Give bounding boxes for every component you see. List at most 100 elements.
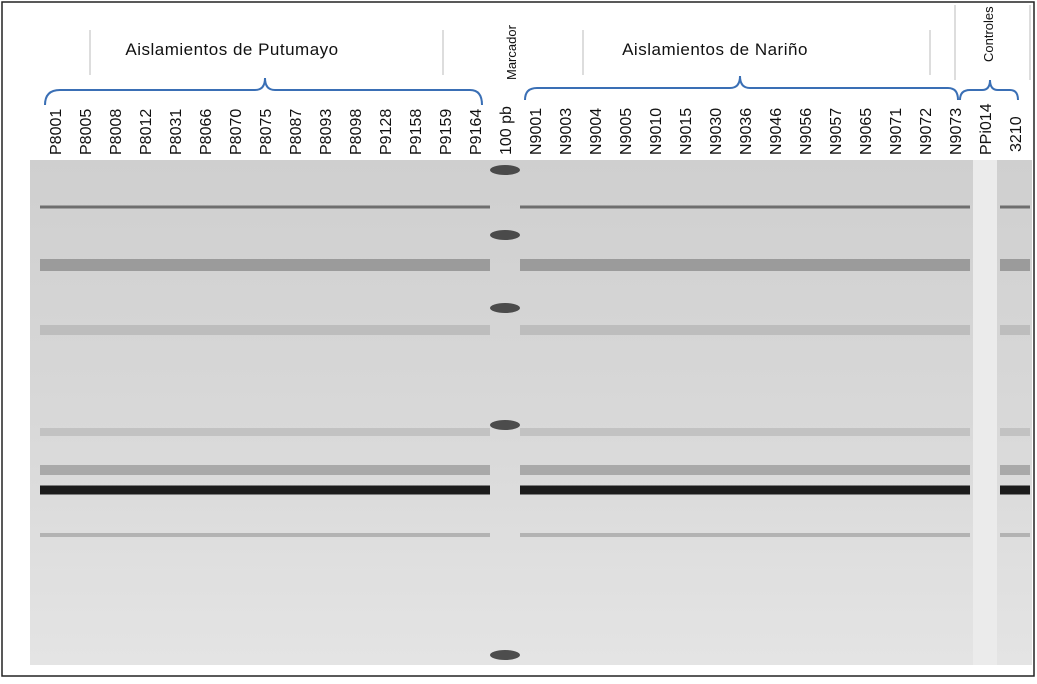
band xyxy=(550,465,580,475)
band xyxy=(940,259,970,271)
band xyxy=(910,465,940,475)
band xyxy=(370,533,400,537)
lane-label: P8070 xyxy=(228,109,245,155)
band xyxy=(460,485,490,495)
band xyxy=(910,325,940,335)
band xyxy=(460,428,490,436)
band xyxy=(550,485,580,495)
band xyxy=(70,485,100,495)
band xyxy=(940,533,970,537)
band xyxy=(670,465,700,475)
band xyxy=(550,428,580,436)
lane-label: PPi014 xyxy=(978,103,995,155)
band xyxy=(220,533,250,537)
band xyxy=(520,259,550,271)
lane-label: N9030 xyxy=(708,108,725,155)
band xyxy=(760,485,790,495)
band xyxy=(280,259,310,271)
band xyxy=(160,259,190,271)
lane-label: N9015 xyxy=(678,108,695,155)
band xyxy=(880,428,910,436)
band xyxy=(310,533,340,537)
band xyxy=(640,325,670,335)
band xyxy=(190,465,220,475)
band xyxy=(640,533,670,537)
band xyxy=(220,485,250,495)
band xyxy=(850,325,880,335)
band xyxy=(820,465,850,475)
band xyxy=(100,428,130,436)
band xyxy=(880,533,910,537)
band xyxy=(370,325,400,335)
band xyxy=(160,428,190,436)
band xyxy=(640,205,670,209)
band xyxy=(880,325,910,335)
band xyxy=(160,533,190,537)
ladder-band xyxy=(490,303,520,313)
lane-label: N9065 xyxy=(858,108,875,155)
band xyxy=(550,259,580,271)
band xyxy=(670,205,700,209)
group-title: Aislamientos de Nariño xyxy=(622,40,808,59)
band xyxy=(250,325,280,335)
band xyxy=(100,533,130,537)
band xyxy=(700,205,730,209)
band xyxy=(850,465,880,475)
band xyxy=(790,205,820,209)
band xyxy=(220,325,250,335)
band xyxy=(130,485,160,495)
band xyxy=(790,428,820,436)
band xyxy=(100,485,130,495)
band xyxy=(520,205,550,209)
band xyxy=(400,465,430,475)
band xyxy=(100,325,130,335)
band xyxy=(40,533,70,537)
band xyxy=(580,205,610,209)
lane-label: 3210 xyxy=(1008,116,1025,152)
band xyxy=(220,205,250,209)
band xyxy=(220,465,250,475)
separators xyxy=(89,5,1031,80)
band xyxy=(1000,205,1030,209)
band xyxy=(430,428,460,436)
band xyxy=(730,205,760,209)
band xyxy=(100,205,130,209)
lane-label: P8001 xyxy=(48,109,65,155)
lane-label: P8066 xyxy=(198,109,215,155)
band xyxy=(40,259,70,271)
band xyxy=(550,205,580,209)
band xyxy=(190,533,220,537)
lane-smear xyxy=(973,160,997,665)
band xyxy=(520,325,550,335)
band xyxy=(310,325,340,335)
band xyxy=(670,428,700,436)
band xyxy=(130,325,160,335)
band xyxy=(610,259,640,271)
band xyxy=(520,465,550,475)
band xyxy=(550,533,580,537)
band xyxy=(340,205,370,209)
band xyxy=(790,485,820,495)
band xyxy=(520,428,550,436)
band xyxy=(940,465,970,475)
band xyxy=(850,533,880,537)
band xyxy=(910,428,940,436)
braces xyxy=(44,75,1019,106)
band xyxy=(700,325,730,335)
lane-label: N9056 xyxy=(798,108,815,155)
band xyxy=(610,485,640,495)
lane-label: P8005 xyxy=(78,109,95,155)
band xyxy=(340,533,370,537)
band xyxy=(610,465,640,475)
band xyxy=(760,533,790,537)
band xyxy=(670,259,700,271)
lane-label: N9072 xyxy=(918,108,935,155)
band xyxy=(70,428,100,436)
band xyxy=(40,325,70,335)
band xyxy=(310,485,340,495)
band xyxy=(460,205,490,209)
band xyxy=(940,205,970,209)
band xyxy=(190,428,220,436)
band xyxy=(640,259,670,271)
